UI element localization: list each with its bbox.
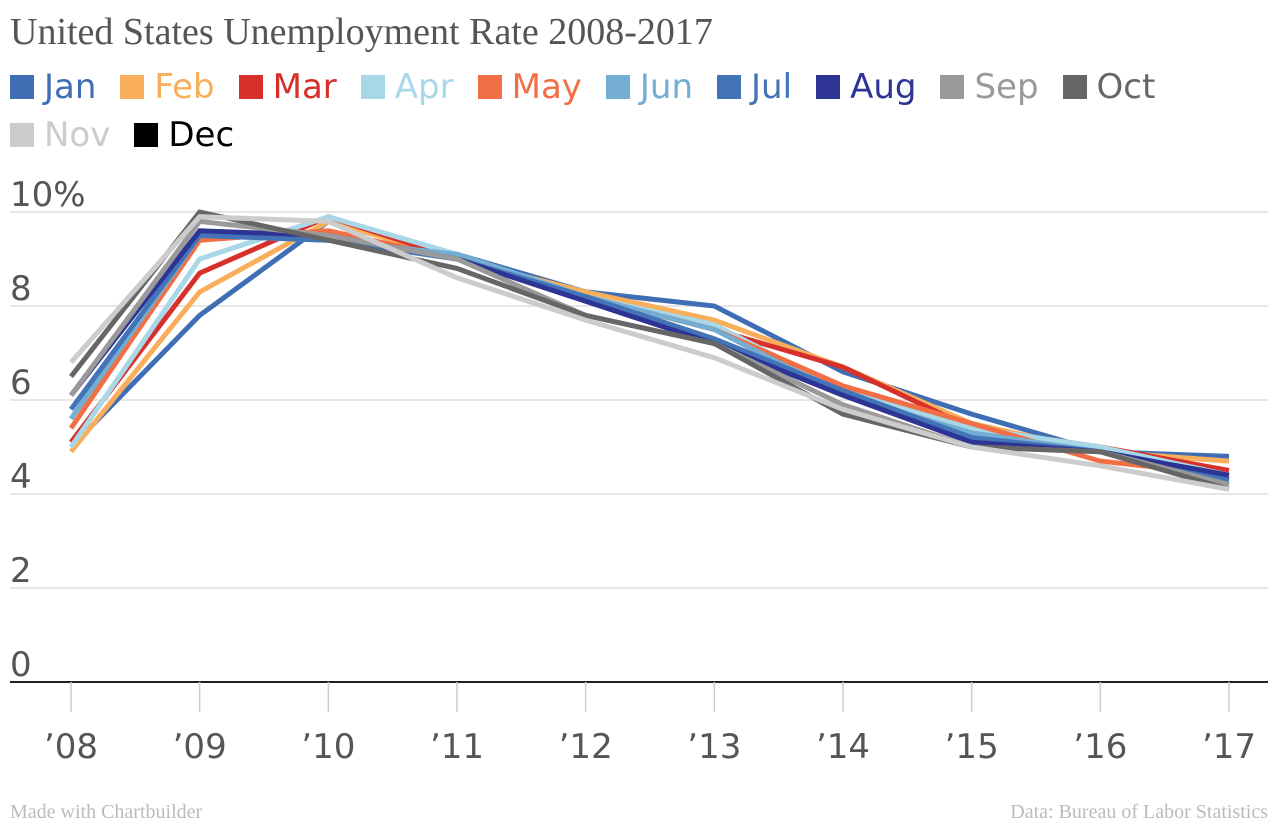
x-tick-label: ’17	[1202, 727, 1256, 767]
legend-item-apr: Apr	[360, 66, 454, 108]
legend-swatch-aug	[816, 75, 841, 99]
series-line-oct	[69, 209, 1230, 492]
x-tick-label: ’16	[1073, 727, 1127, 767]
legend-label-may: May	[511, 67, 582, 107]
x-tick-label: ’11	[430, 727, 484, 767]
legend-swatch-mar	[238, 75, 263, 99]
legend-swatch-oct	[1062, 75, 1087, 99]
legend-label-apr: Apr	[394, 67, 454, 107]
x-tick-label: ’15	[945, 727, 999, 767]
x-tick-label: ’10	[301, 727, 355, 767]
chart-legend: Jan Feb Mar Apr May Jun Jul Aug Sep Oct Nov Dec	[10, 66, 1260, 156]
legend-swatch-dec	[134, 123, 159, 147]
legend-item-feb: Feb	[120, 66, 215, 108]
legend-swatch-nov	[10, 123, 34, 147]
legend-swatch-sep	[940, 75, 965, 99]
legend-label-jun: Jun	[639, 67, 694, 107]
legend-item-jan: Jan	[10, 66, 96, 108]
legend-swatch-jan	[10, 75, 34, 99]
legend-item-mar: Mar	[238, 66, 337, 108]
y-tick-label: 0	[10, 645, 32, 685]
legend-label-nov: Nov	[44, 115, 111, 155]
x-tick-label: ’09	[173, 727, 227, 767]
legend-swatch-feb	[120, 75, 145, 99]
series-line-nov	[69, 214, 1230, 492]
y-tick-label: 8	[10, 269, 32, 309]
y-tick-label: 10%	[10, 175, 86, 215]
legend-item-jun: Jun	[605, 66, 694, 108]
legend-label-sep: Sep	[974, 67, 1039, 107]
legend-label-dec: Dec	[168, 115, 235, 155]
x-tick-label: ’14	[816, 727, 870, 767]
legend-swatch-apr	[360, 75, 385, 99]
x-tick-label: ’12	[559, 727, 613, 767]
legend-item-aug: Aug	[816, 66, 916, 108]
footer-source: Data: Bureau of Labor Statistics	[1010, 801, 1268, 823]
legend-item-may: May	[477, 66, 582, 108]
legend-swatch-may	[477, 75, 502, 99]
series-line-mar	[69, 214, 1230, 473]
y-tick-label: 4	[10, 457, 32, 497]
legend-label-jan: Jan	[44, 67, 97, 107]
legend-item-oct: Oct	[1062, 66, 1156, 108]
chart-title: United States Unemployment Rate 2008-201…	[10, 11, 713, 53]
legend-label-feb: Feb	[154, 67, 215, 107]
legend-label-aug: Aug	[850, 67, 917, 107]
legend-item-dec: Dec	[134, 114, 234, 156]
y-tick-label: 6	[10, 363, 32, 403]
y-tick-label: 2	[10, 551, 32, 591]
legend-item-sep: Sep	[940, 66, 1039, 108]
footer-credit: Made with Chartbuilder	[10, 801, 203, 823]
legend-label-oct: Oct	[1096, 67, 1156, 107]
legend-swatch-jun	[605, 75, 630, 99]
legend-item-jul: Jul	[717, 66, 792, 108]
legend-item-nov: Nov	[10, 114, 110, 156]
x-tick-label: ’13	[687, 727, 741, 767]
legend-label-jul: Jul	[751, 67, 793, 107]
series-line-jan	[69, 218, 1230, 459]
legend-swatch-jul	[717, 75, 742, 99]
x-tick-label: ’08	[44, 727, 98, 767]
series-line-jun	[68, 232, 1230, 483]
legend-label-mar: Mar	[272, 67, 337, 107]
